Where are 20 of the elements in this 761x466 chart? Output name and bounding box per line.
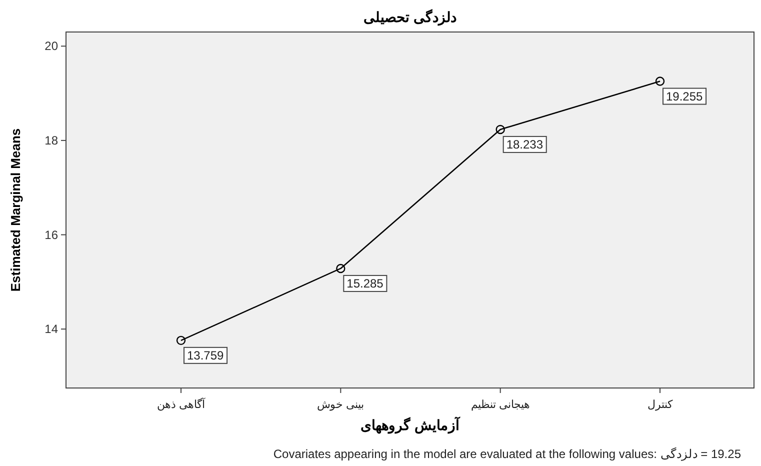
y-tick-label: 20 — [44, 39, 58, 54]
x-axis-title: آزمایش گروههای — [360, 416, 460, 434]
x-tick-label: کنترل — [648, 399, 674, 411]
point — [176, 336, 186, 346]
x-tick-label: بینی خوش — [317, 399, 364, 411]
point — [655, 76, 665, 86]
data-label: 13.759 — [187, 348, 224, 362]
data-label: 18.233 — [506, 137, 544, 152]
y-tick-label: 14 — [44, 322, 58, 336]
point — [336, 264, 346, 274]
y-tick-label: 16 — [44, 228, 58, 242]
y-tick-label: 18 — [44, 133, 58, 148]
x-tick-label: هیجانی تنظیم — [470, 399, 530, 411]
y-axis-title: Estimated Marginal Means — [8, 128, 23, 292]
data-label: 15.285 — [346, 276, 384, 290]
point — [496, 124, 505, 134]
chart-title: دلزدگی تحصیلی — [364, 9, 456, 26]
data-label: 19.255 — [666, 89, 704, 104]
x-tick-label: آگاهی ذهن — [156, 398, 206, 411]
text: Covariates appearing in the model are evaluated at the following values: دلزدگی = 19.25 — [273, 447, 742, 461]
